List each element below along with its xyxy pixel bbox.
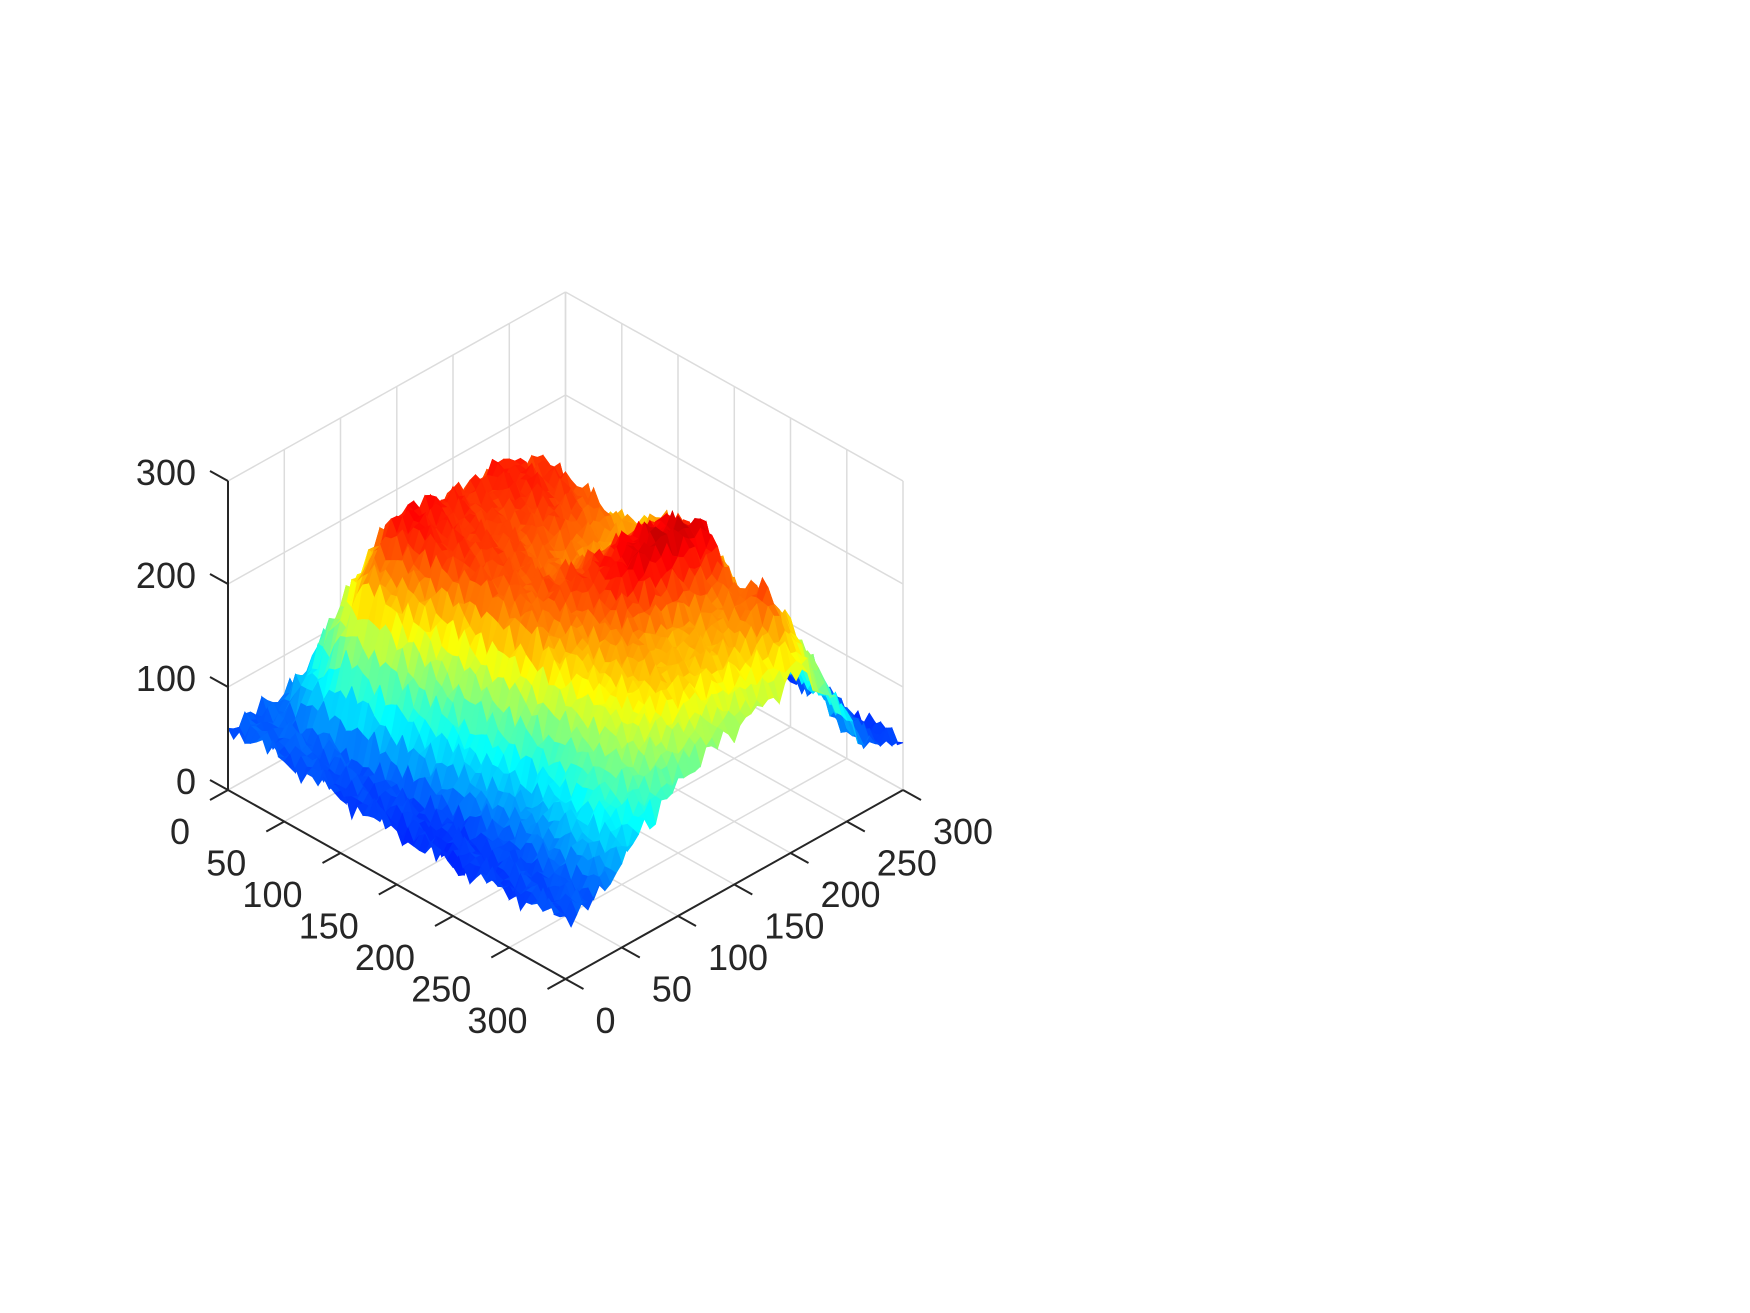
y-tick <box>902 789 922 801</box>
y-tick <box>733 883 753 896</box>
z-tick-label: 300 <box>136 452 196 493</box>
x-tick-label: 0 <box>170 811 190 852</box>
z-tick <box>209 779 229 791</box>
z-tick-label: 100 <box>136 658 196 699</box>
wall-gridline <box>565 291 904 482</box>
y-tick-label: 100 <box>708 937 768 978</box>
y-tick <box>846 820 866 833</box>
z-tick-label: 0 <box>176 761 196 802</box>
y-tick <box>565 978 584 990</box>
x-tick <box>547 978 566 990</box>
z-tick <box>209 573 229 585</box>
y-tick-label: 150 <box>764 906 824 947</box>
x-tick-label: 100 <box>242 874 302 915</box>
surface <box>227 454 904 928</box>
wall-gridline <box>565 394 904 585</box>
wall-gridline <box>227 291 566 482</box>
x-tick-label: 250 <box>411 969 471 1010</box>
y-tick <box>677 915 697 927</box>
x-tick <box>209 789 229 801</box>
y-tick-label: 50 <box>652 969 692 1010</box>
x-tick <box>322 852 341 864</box>
wall-gridline <box>227 394 566 585</box>
x-tick <box>434 915 454 927</box>
y-tick-label: 0 <box>596 1000 616 1041</box>
z-tick <box>209 676 229 688</box>
x-tick <box>378 883 398 896</box>
y-tick <box>790 852 809 864</box>
z-tick-label: 200 <box>136 555 196 596</box>
x-tick-label: 200 <box>355 937 415 978</box>
y-tick-label: 200 <box>821 874 881 915</box>
y-tick <box>621 946 641 959</box>
y-tick-label: 300 <box>933 811 993 852</box>
x-tick-label: 300 <box>467 1000 527 1041</box>
x-tick-label: 150 <box>299 906 359 947</box>
x-tick <box>490 946 510 959</box>
y-tick-label: 250 <box>877 843 937 884</box>
x-tick-label: 50 <box>206 843 246 884</box>
z-tick <box>209 470 229 482</box>
x-tick <box>265 820 285 833</box>
